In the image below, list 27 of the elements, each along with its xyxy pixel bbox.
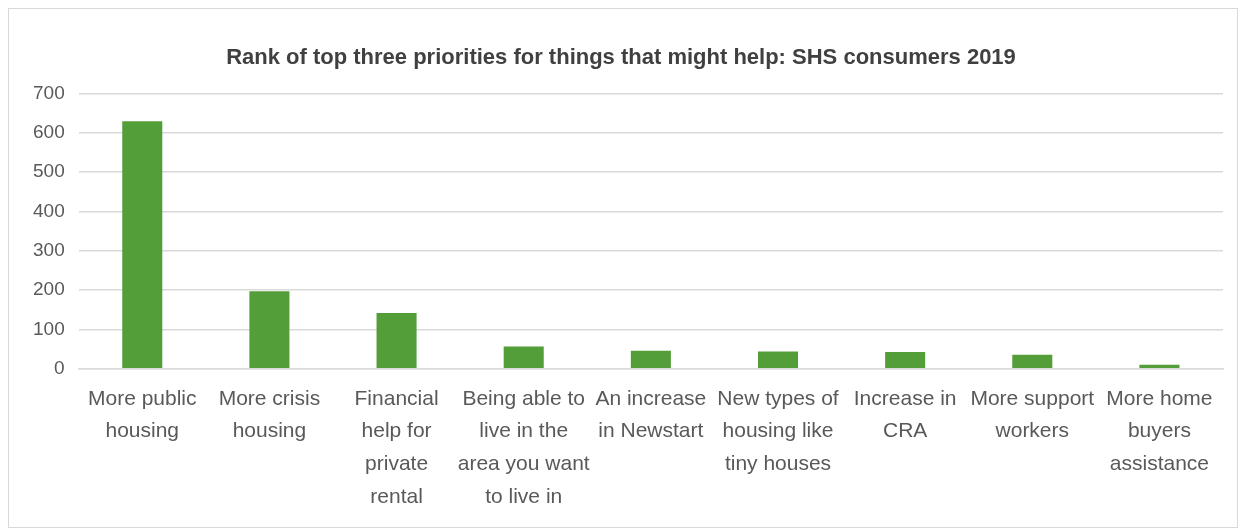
- y-tick-label: 300: [33, 239, 65, 261]
- x-tick-label: More crisis housing: [218, 385, 321, 442]
- x-tick-label: More support workers: [970, 385, 1095, 442]
- y-tick-label: 400: [33, 199, 65, 221]
- x-tick-label: More home buyers assistance: [1106, 385, 1213, 474]
- bar: [503, 346, 544, 369]
- x-tick-label: An increase in Newstart: [595, 385, 707, 442]
- y-tick-label: 700: [33, 81, 65, 103]
- y-tick-label: 0: [54, 357, 65, 379]
- x-tick-label: Being able to live in the area you want to live in: [457, 385, 590, 507]
- bar: [1012, 354, 1053, 369]
- y-tick-label: 100: [33, 317, 65, 339]
- chart-title: Rank of top three priorities for things that might help: SHS consumers 2019: [226, 44, 1016, 70]
- bar: [630, 350, 671, 369]
- y-tick-label: 500: [33, 160, 65, 182]
- x-tick-label: Increase in CRA: [853, 385, 957, 442]
- bar: [757, 351, 799, 369]
- bar: [1139, 364, 1180, 369]
- x-tick-label: New types of housing like tiny houses: [717, 385, 839, 474]
- bar: [122, 121, 163, 369]
- x-tick-label: Financial help for private rental: [354, 385, 439, 507]
- y-tick-label: 600: [33, 120, 65, 142]
- x-tick-label: More public housing: [87, 385, 197, 442]
- y-tick-label: 200: [33, 278, 65, 300]
- bar: [249, 291, 290, 369]
- bar: [376, 312, 417, 369]
- bar: [885, 351, 926, 369]
